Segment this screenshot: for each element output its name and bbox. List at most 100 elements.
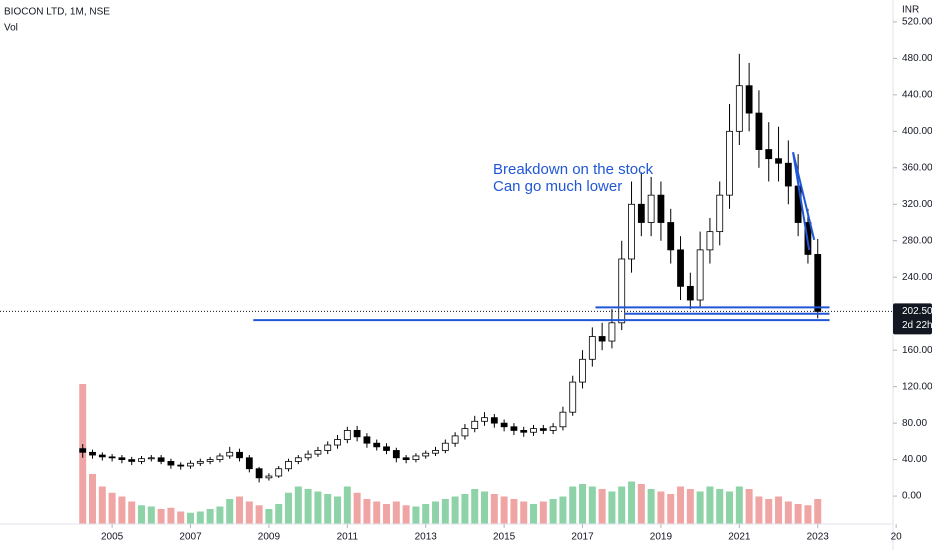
y-tick-label: 240.00 [902, 272, 932, 283]
candle-body [441, 442, 449, 451]
candle-body [285, 461, 292, 470]
candle-body [265, 475, 273, 479]
candle-body [353, 430, 361, 438]
candle-body [784, 162, 792, 187]
candle-body [412, 455, 420, 461]
candle-body [569, 381, 577, 413]
volume-bar [422, 504, 430, 524]
candle-body [108, 456, 116, 459]
candle-body [363, 436, 371, 444]
countdown: 2d 22h [902, 320, 932, 331]
candle-body [98, 454, 106, 458]
volume-bar [794, 504, 802, 524]
trend-line [792, 152, 811, 251]
volume-bar [755, 496, 763, 524]
annotation: Breakdown on the stock [493, 161, 654, 178]
candle-body [814, 254, 822, 312]
candle-body [245, 457, 253, 470]
volume-bar [383, 504, 391, 524]
candle-body [196, 461, 204, 464]
volume-bar [187, 512, 195, 524]
candle-body [755, 112, 763, 150]
volume-bar [784, 501, 792, 524]
symbol-title: BIOCON LTD, 1M, NSE [4, 7, 110, 18]
candle-body [520, 430, 528, 433]
candle-body [608, 322, 616, 342]
volume-bar [98, 486, 106, 524]
volume-bar [530, 504, 538, 524]
volume-bar [285, 492, 293, 524]
candle-body [216, 455, 224, 461]
volume-bar [814, 499, 822, 524]
candle-body [157, 457, 165, 462]
volume-bar [510, 499, 518, 524]
volume-bar [138, 505, 146, 524]
candle-body [598, 336, 606, 342]
volume-bar [520, 501, 528, 524]
candle-body [500, 422, 508, 428]
volume-bar [353, 492, 361, 524]
y-tick-label: 320.00 [902, 199, 932, 210]
candle-body [530, 428, 537, 433]
volume-bar [196, 511, 204, 524]
volume-bar [216, 506, 224, 524]
last-price-label: 202.50 [902, 306, 932, 317]
candle-body [481, 417, 488, 422]
candle-body [716, 194, 724, 233]
volume-bar [471, 489, 479, 524]
volume-bar [569, 486, 577, 524]
candle-body [128, 459, 136, 462]
volume-bar [392, 501, 400, 524]
candle-body [432, 450, 439, 454]
candle-body [118, 457, 126, 461]
volume-bar [686, 489, 694, 524]
volume-bar [657, 491, 665, 524]
annotation: Can go much lower [493, 178, 622, 195]
currency: INR [902, 5, 919, 16]
candle-body [657, 194, 665, 223]
candle-body [89, 451, 96, 456]
trend-line [792, 152, 816, 241]
y-tick-label: 80.00 [902, 418, 927, 429]
candle-body [579, 358, 586, 383]
candle-body [304, 453, 312, 459]
y-tick-label: 0.00 [902, 491, 922, 502]
volume-bar [441, 499, 449, 524]
x-tick-label: 2005 [101, 532, 124, 543]
volume-bar [89, 474, 97, 524]
candle-body [167, 461, 175, 466]
candle-body [314, 450, 322, 455]
volume-bar [706, 486, 714, 524]
x-tick-label: 2015 [493, 532, 516, 543]
volume-bar [647, 489, 655, 524]
candle-body [549, 426, 557, 431]
volume-bar [275, 504, 283, 524]
candle-body [275, 468, 283, 477]
candle-body [324, 444, 332, 451]
candle-body [588, 336, 596, 360]
candle-body [677, 249, 684, 287]
y-tick-label: 440.00 [902, 89, 932, 100]
candle-body [647, 194, 655, 223]
volume-bar [726, 491, 734, 524]
volume-bar [108, 492, 116, 524]
candle-body [226, 451, 234, 457]
volume-bar [461, 494, 469, 524]
volume-bar [765, 499, 773, 524]
candle-body [745, 85, 753, 114]
candle-body [138, 458, 145, 462]
candle-body [334, 439, 341, 446]
candle-body [559, 411, 567, 428]
x-tick-label: 2011 [337, 532, 359, 543]
volume-bar [804, 505, 812, 524]
y-tick-label: 480.00 [902, 53, 932, 64]
volume-bar [637, 484, 645, 524]
candle-body [618, 258, 626, 324]
y-tick-label: 280.00 [902, 235, 932, 246]
volume-bar [432, 501, 440, 524]
y-tick-label: 360.00 [902, 162, 932, 173]
volume-bar [314, 491, 322, 524]
x-tick-label: 2019 [650, 532, 673, 543]
volume-bar [667, 494, 675, 524]
